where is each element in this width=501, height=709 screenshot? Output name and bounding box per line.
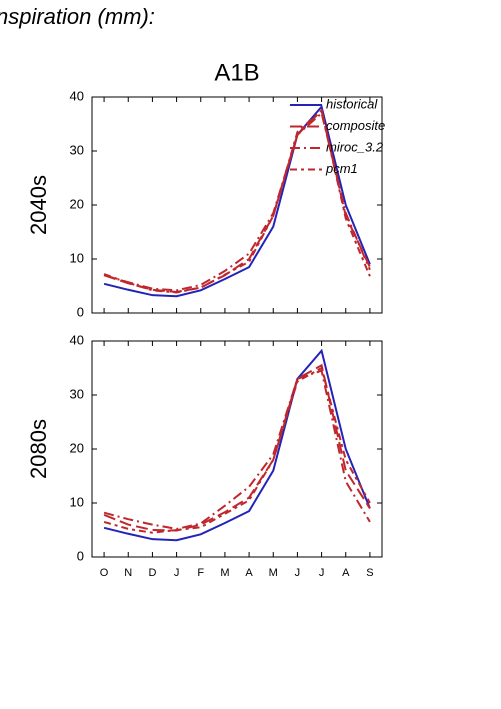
series-line <box>103 369 371 530</box>
y-tick-label: 20 <box>70 440 84 455</box>
legend-label: historical <box>326 96 378 111</box>
y-tick-label: 20 <box>70 196 84 211</box>
y-tick-label: 40 <box>70 88 84 103</box>
legend-label: miroc_3.2 <box>326 139 384 154</box>
x-tick-label: M <box>269 567 278 579</box>
series-line <box>103 363 371 532</box>
legend-label: pcm1 <box>325 161 358 176</box>
x-tick-label: J <box>174 567 180 579</box>
x-tick-label: O <box>100 567 109 579</box>
series-line <box>103 108 371 294</box>
legend-label: composite <box>326 118 385 133</box>
caption: nspiration (mm): <box>0 4 155 29</box>
y-tick-label: 30 <box>70 142 84 157</box>
y-tick-label: 10 <box>70 250 84 265</box>
series-line <box>103 366 371 534</box>
series-line <box>103 348 371 542</box>
x-tick-label: A <box>245 567 253 579</box>
chart-title: A1B <box>214 59 259 86</box>
x-tick-label: S <box>366 567 373 579</box>
x-tick-label: D <box>148 567 156 579</box>
y-tick-label: 0 <box>77 304 84 319</box>
series-line <box>103 104 371 298</box>
y-tick-label: 30 <box>70 386 84 401</box>
y-axis-label: 2080s <box>26 419 51 479</box>
x-tick-label: J <box>319 567 325 579</box>
y-axis-label: 2040s <box>26 175 51 235</box>
x-tick-label: N <box>124 567 132 579</box>
y-tick-label: 10 <box>70 494 84 509</box>
y-tick-label: 0 <box>77 548 84 563</box>
x-tick-label: F <box>197 567 204 579</box>
x-tick-label: J <box>295 567 301 579</box>
y-tick-label: 40 <box>70 332 84 347</box>
x-tick-label: M <box>220 567 229 579</box>
x-tick-label: A <box>342 567 350 579</box>
